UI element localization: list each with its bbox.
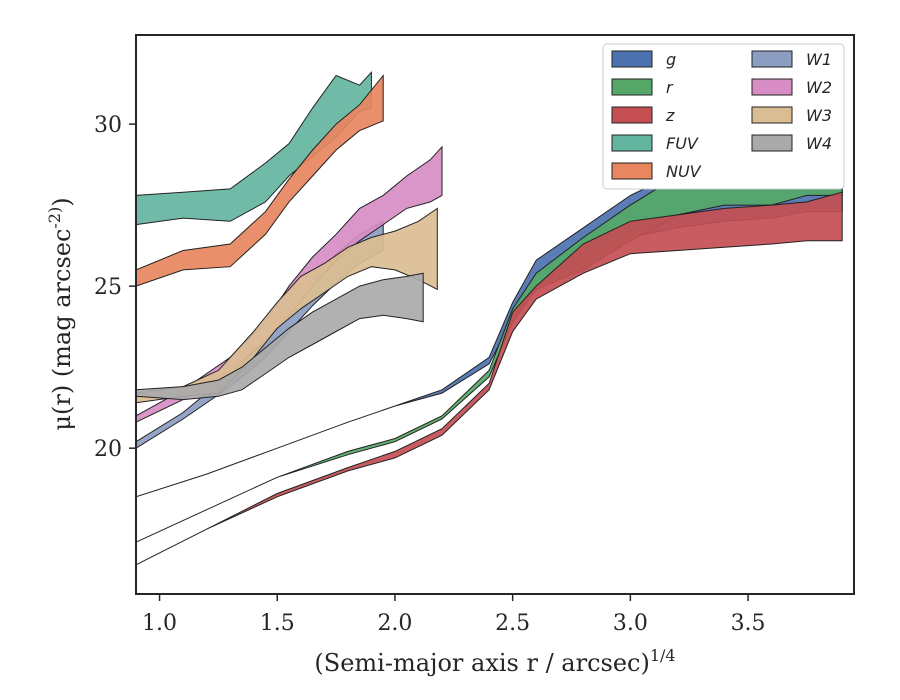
x-tick-label: 3.5 bbox=[731, 611, 766, 636]
legend-swatch-w3 bbox=[751, 106, 793, 124]
legend-label-nuv: NUV bbox=[666, 162, 702, 181]
x-tick-label: 1.5 bbox=[260, 611, 295, 636]
y-tick-label: 30 bbox=[94, 113, 122, 138]
y-tick-label: 25 bbox=[94, 275, 122, 300]
legend-swatch-fuv bbox=[611, 134, 653, 152]
legend-swatch-w2 bbox=[751, 78, 793, 96]
x-axis-label: (Semi-major axis r / arcsec)1/4 bbox=[314, 646, 675, 677]
legend-swatch-r bbox=[611, 78, 653, 96]
legend-swatch-z bbox=[611, 106, 653, 124]
series-band-w4 bbox=[136, 272, 424, 401]
legend-label-w1: W1 bbox=[806, 50, 832, 69]
legend-swatch-w1 bbox=[751, 50, 793, 68]
series-band-w3 bbox=[136, 207, 438, 404]
series-band-nuv bbox=[136, 74, 384, 287]
legend-swatch-nuv bbox=[611, 162, 653, 180]
legend-label-w2: W2 bbox=[806, 78, 832, 97]
legend-label-g: g bbox=[666, 50, 676, 69]
legend-label-w3: W3 bbox=[806, 106, 832, 125]
series-band-z bbox=[136, 191, 843, 566]
legend-swatch-w4 bbox=[751, 134, 793, 152]
legend-label-r: r bbox=[666, 78, 674, 97]
x-axis: 1.0 1.5 2.0 2.5 3.0 3.5 bbox=[142, 594, 766, 636]
x-tick-label: 2.5 bbox=[495, 611, 530, 636]
legend-label-z: z bbox=[665, 106, 675, 125]
y-axis-label: μ(r) (mag arcsec-2)) bbox=[45, 197, 76, 430]
x-tick-label: 1.0 bbox=[142, 611, 177, 636]
legend-swatch-g bbox=[611, 50, 653, 68]
legend-label-fuv: FUV bbox=[666, 134, 699, 153]
legend: grz FUV NUV W1 W2 W3 W4 bbox=[602, 43, 845, 190]
y-tick-label: 20 bbox=[94, 437, 122, 462]
x-tick-label: 3.0 bbox=[613, 611, 648, 636]
plot-frame bbox=[135, 34, 855, 595]
series-areas bbox=[136, 71, 843, 566]
series-band-fuv bbox=[136, 71, 372, 226]
legend-label-w4: W4 bbox=[806, 134, 832, 153]
x-tick-label: 2.0 bbox=[377, 611, 412, 636]
y-axis: 20 25 30 bbox=[94, 113, 136, 462]
